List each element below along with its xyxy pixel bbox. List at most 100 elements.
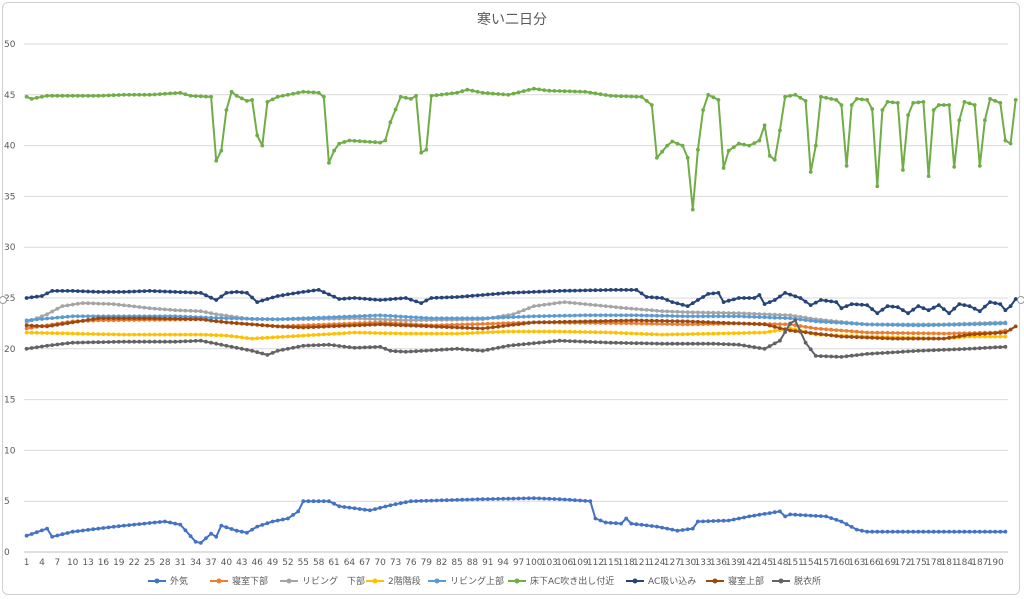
data-point <box>926 308 931 313</box>
data-point <box>260 336 265 340</box>
legend-label: リビング 下部 <box>302 575 365 587</box>
data-point <box>204 536 208 541</box>
data-point <box>639 331 644 336</box>
data-point <box>567 329 572 334</box>
data-point <box>629 341 634 345</box>
data-point <box>496 92 500 96</box>
data-point <box>204 318 208 322</box>
data-point <box>573 288 577 293</box>
data-point <box>721 314 726 319</box>
data-point <box>321 324 326 329</box>
data-point <box>644 318 649 323</box>
data-point <box>701 314 705 319</box>
data-point <box>183 308 188 313</box>
resize-handle-left[interactable] <box>0 296 7 304</box>
y-tick-label: 45 <box>4 91 15 101</box>
data-point <box>844 522 849 527</box>
data-point <box>711 320 716 325</box>
data-point <box>624 318 629 323</box>
data-point <box>383 504 388 509</box>
data-point <box>726 298 731 303</box>
data-point <box>506 92 511 97</box>
data-point <box>716 98 721 102</box>
data-point <box>224 343 229 348</box>
data-point <box>696 519 700 524</box>
data-point <box>388 297 393 302</box>
data-point <box>398 331 403 336</box>
data-point <box>81 314 85 319</box>
data-point <box>731 517 736 522</box>
data-point <box>547 320 552 324</box>
data-point <box>931 331 936 336</box>
x-tick-label: 157 <box>817 558 834 568</box>
data-point <box>424 298 429 303</box>
data-point <box>219 316 224 320</box>
data-point <box>296 334 301 338</box>
x-tick-label: 118 <box>618 558 635 568</box>
data-point <box>911 529 916 534</box>
data-point <box>506 329 511 334</box>
data-point <box>942 347 946 352</box>
data-point <box>40 94 44 99</box>
data-point <box>296 509 301 514</box>
data-point <box>952 322 957 327</box>
data-point <box>711 310 716 315</box>
y-tick-label: 5 <box>4 497 10 507</box>
data-point <box>998 321 1003 326</box>
data-point <box>849 353 854 358</box>
data-point <box>388 322 393 327</box>
data-point <box>675 314 680 318</box>
data-point <box>660 341 664 346</box>
data-point <box>1003 308 1008 313</box>
data-point <box>665 309 670 314</box>
data-point <box>327 332 331 336</box>
data-point <box>588 499 593 504</box>
data-point <box>245 336 249 340</box>
data-point <box>624 321 629 326</box>
data-point <box>60 322 65 326</box>
data-point <box>455 325 459 330</box>
data-point <box>860 352 864 357</box>
data-point <box>542 302 547 307</box>
data-point <box>245 347 249 352</box>
data-point <box>849 321 854 326</box>
data-point <box>450 331 454 336</box>
data-point <box>870 307 875 312</box>
data-point <box>429 93 434 98</box>
data-point <box>157 92 162 96</box>
data-point <box>916 304 921 308</box>
data-point <box>757 293 762 297</box>
y-tick-label: 50 <box>4 40 16 50</box>
data-point <box>921 331 926 336</box>
data-point <box>224 333 229 338</box>
data-point <box>245 99 249 103</box>
data-point <box>419 349 424 353</box>
x-tick-label: 181 <box>940 558 957 568</box>
data-point <box>844 304 849 308</box>
data-point <box>209 340 214 345</box>
data-point <box>250 295 255 300</box>
data-point <box>173 308 178 313</box>
data-point <box>419 324 424 328</box>
data-point <box>306 333 311 338</box>
data-point <box>962 303 967 307</box>
data-point <box>834 328 839 332</box>
data-point <box>813 354 818 358</box>
resize-handle-right[interactable] <box>1017 296 1024 304</box>
data-point <box>634 341 639 346</box>
data-point <box>583 339 588 344</box>
data-point <box>429 324 434 329</box>
data-point <box>860 330 864 334</box>
data-point <box>701 331 705 336</box>
data-point <box>603 288 608 292</box>
data-point <box>644 295 649 299</box>
data-point <box>854 329 859 334</box>
data-point <box>788 328 793 333</box>
data-point <box>890 350 895 355</box>
data-point <box>475 322 480 326</box>
data-point <box>962 333 967 338</box>
data-point <box>378 140 383 145</box>
y-tick-label: 15 <box>4 396 15 406</box>
data-point <box>808 170 813 174</box>
data-point <box>865 303 869 307</box>
